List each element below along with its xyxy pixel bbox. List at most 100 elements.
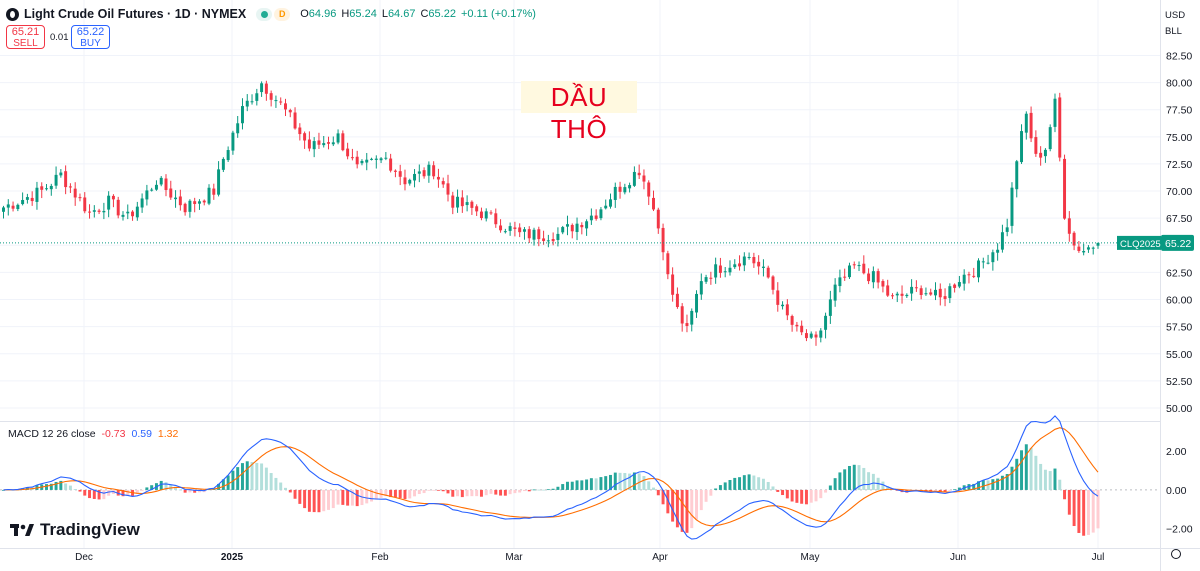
candle-body — [188, 200, 192, 212]
candle-body — [460, 197, 464, 207]
candle-body — [905, 294, 909, 297]
macd-hist-bar — [953, 489, 957, 491]
macd-hist-bar — [599, 477, 603, 490]
candle-body — [804, 333, 808, 339]
price-tick-label: 80.00 — [1166, 78, 1192, 90]
macd-hist-bar — [260, 463, 264, 490]
high-value: 65.24 — [349, 8, 377, 20]
macd-hist-bar — [838, 472, 842, 490]
candle-body — [1034, 137, 1038, 154]
macd-hist-bar — [728, 480, 732, 490]
macd-hist-bar — [49, 483, 53, 490]
candle-body — [331, 142, 335, 145]
candle-body — [226, 150, 230, 161]
sell-button[interactable]: 65.21 SELL — [6, 25, 45, 49]
macd-hist-bar — [503, 489, 507, 496]
symbol-title[interactable]: Light Crude Oil Futures · 1D · NYMEX — [24, 7, 247, 21]
sell-label: SELL — [13, 38, 38, 49]
candle-body — [64, 171, 68, 188]
macd-hist-bar — [193, 489, 197, 493]
candle-body — [656, 209, 660, 229]
candle-body — [599, 209, 603, 219]
candle-body — [231, 132, 235, 151]
macd-hist-bar — [1091, 489, 1095, 533]
candle-body — [154, 184, 158, 190]
candle-body — [197, 201, 201, 204]
candle-body — [1091, 247, 1095, 249]
candle-body — [1024, 113, 1028, 133]
currency-unit[interactable]: USD BLL — [1165, 8, 1185, 40]
settings-icon[interactable] — [1171, 549, 1181, 559]
macd-hist-bar — [107, 489, 111, 496]
macd-hist-bar — [690, 489, 694, 529]
macd-hist-bar — [269, 473, 273, 490]
price-tick-label: 67.50 — [1166, 213, 1192, 225]
candle-body — [891, 295, 894, 297]
candle-body — [675, 293, 679, 307]
tradingview-logo[interactable]: TradingView — [10, 520, 140, 540]
candle-body — [508, 226, 512, 231]
close-label: C — [420, 8, 429, 20]
macd-hist-bar — [1063, 489, 1067, 500]
candle-body — [714, 264, 718, 278]
macd-hist-bar — [580, 480, 584, 490]
macd-hist-bar — [575, 480, 579, 490]
macd-hist-bar — [1067, 489, 1071, 515]
macd-hist-bar — [1096, 489, 1100, 529]
candle-body — [451, 195, 455, 208]
data-badge[interactable]: D — [274, 7, 291, 21]
status-badges[interactable]: D — [256, 7, 291, 21]
candle-body — [40, 186, 44, 190]
candle-body — [135, 206, 139, 218]
macd-hist-bar — [652, 487, 655, 490]
candle-body — [833, 284, 837, 301]
candle-body — [661, 227, 665, 253]
candle-body — [317, 140, 321, 145]
candle-body — [981, 261, 985, 263]
macd-hist-bar — [847, 465, 851, 490]
candle-body — [618, 186, 622, 192]
candle-body — [126, 211, 130, 214]
candle-body — [910, 286, 914, 294]
macd-legend[interactable]: MACD 12 26 close -0.73 0.59 1.32 — [8, 428, 178, 440]
candle-body — [513, 227, 517, 229]
candle-body — [1020, 131, 1024, 163]
macd-hist-bar — [217, 483, 221, 490]
candle-body — [1048, 127, 1052, 150]
candle-body — [360, 160, 364, 164]
high-label: H — [341, 8, 350, 20]
candle-body — [284, 103, 287, 110]
candle-body — [671, 274, 675, 295]
macd-hist-bar — [957, 487, 961, 490]
macd-hist-bar — [403, 489, 407, 500]
macd-hist-bar — [781, 489, 785, 496]
candle-body — [886, 285, 890, 296]
macd-hist-bar — [140, 489, 144, 491]
candle-body — [303, 133, 307, 141]
candle-body — [575, 223, 579, 233]
candle-body — [178, 196, 182, 206]
candle-body — [843, 276, 847, 278]
macd-hist-bar — [1077, 489, 1081, 533]
macd-hist-bar — [135, 489, 139, 494]
candle-body — [441, 181, 445, 185]
candle-body — [551, 239, 555, 242]
macd-hist-bar — [1039, 463, 1043, 490]
macd-hist-bar — [45, 484, 48, 490]
macd-hist-bar — [991, 479, 995, 490]
market-open-icon[interactable] — [256, 7, 273, 21]
candle-body — [924, 293, 928, 295]
macd-hist-bar — [126, 489, 130, 496]
macd-hist-bar — [881, 481, 885, 490]
macd-hist-bar — [981, 480, 985, 490]
candle-body — [733, 264, 737, 268]
buy-button[interactable]: 65.22 BUY — [71, 25, 110, 49]
candle-body — [202, 200, 206, 203]
price-tick-label: 75.00 — [1166, 132, 1192, 144]
macd-hist-bar — [546, 489, 550, 491]
candle-body — [393, 170, 397, 172]
macd-hist-bar — [446, 489, 450, 494]
buy-label: BUY — [80, 38, 101, 49]
macd-hist-bar — [972, 483, 976, 490]
